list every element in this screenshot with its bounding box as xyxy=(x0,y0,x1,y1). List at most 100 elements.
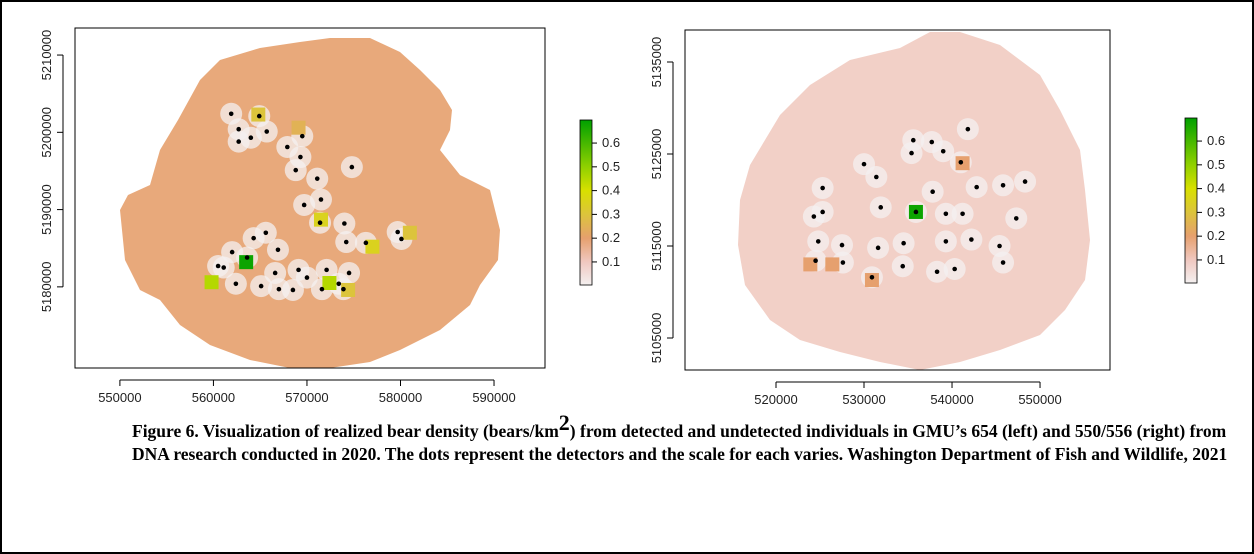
detector xyxy=(346,270,352,276)
detector xyxy=(395,229,400,235)
density-cell xyxy=(341,282,356,297)
detector xyxy=(221,265,227,270)
caption-superscript: 2 xyxy=(558,410,570,436)
caption-text: Figure 6. Visualization of realized bear… xyxy=(132,421,559,441)
plot-frame xyxy=(684,29,1111,371)
detector xyxy=(930,189,935,195)
detector xyxy=(958,159,964,165)
density-cell xyxy=(402,225,417,240)
detector xyxy=(875,245,881,251)
detector xyxy=(969,237,974,242)
detector xyxy=(276,286,282,292)
colorbar xyxy=(579,119,593,286)
colorbar-tick-label: 0.6 xyxy=(1207,133,1225,148)
detector xyxy=(251,235,256,241)
detector xyxy=(943,211,949,217)
density-cell xyxy=(313,212,328,227)
detector xyxy=(244,255,250,260)
study-area xyxy=(738,32,1090,370)
detector xyxy=(1013,216,1019,221)
density-cell xyxy=(291,120,306,135)
detector xyxy=(943,239,949,244)
detector xyxy=(1000,260,1006,265)
y-tick-label: 5115000 xyxy=(649,221,664,271)
detector xyxy=(317,220,323,226)
x-tick-label: 530000 xyxy=(842,392,885,407)
x-tick-label: 570000 xyxy=(285,390,328,405)
figure: 550000 560000 570000 580000 590000 5180000 519… xyxy=(39,27,1225,407)
colorbar-tick-label: 0.4 xyxy=(1207,181,1225,196)
detector xyxy=(997,243,1002,249)
colorbar-tick-label: 0.6 xyxy=(602,135,620,150)
detector xyxy=(820,209,825,215)
density-cell xyxy=(365,239,380,254)
detector xyxy=(236,139,241,144)
x-tick-label: 580000 xyxy=(379,390,422,405)
colorbar-tick-label: 0.5 xyxy=(1207,157,1225,172)
detector xyxy=(301,202,307,208)
detector xyxy=(869,274,875,280)
colorbar-tick-label: 0.5 xyxy=(602,159,620,174)
detector xyxy=(275,247,281,253)
detector xyxy=(336,281,342,287)
detector xyxy=(965,126,971,132)
x-tick-label: 560000 xyxy=(192,390,235,405)
density-cell xyxy=(825,257,840,272)
detector xyxy=(952,266,957,272)
density-cell xyxy=(322,276,337,290)
colorbar-tick-label: 0.2 xyxy=(602,230,620,245)
detector xyxy=(263,230,269,236)
colorbar-tick-label: 0.2 xyxy=(1207,228,1225,243)
detector xyxy=(233,281,239,287)
detector xyxy=(314,176,320,181)
detector xyxy=(974,184,979,190)
detector xyxy=(324,267,329,273)
detector xyxy=(318,197,324,202)
detector xyxy=(228,111,234,117)
y-tick-label: 5200000 xyxy=(39,107,54,158)
x-tick-label: 520000 xyxy=(754,392,797,407)
detector xyxy=(811,214,817,219)
y-tick-label: 5135000 xyxy=(649,37,664,88)
detector xyxy=(900,263,906,269)
x-tick-label: 540000 xyxy=(930,392,973,407)
x-tick-label: 550000 xyxy=(98,390,141,405)
detector xyxy=(934,269,940,275)
detector xyxy=(248,135,254,141)
detector xyxy=(304,275,310,280)
detector xyxy=(298,154,303,160)
y-tick-label: 5190000 xyxy=(39,184,54,235)
detector xyxy=(229,249,235,255)
detector xyxy=(215,263,221,269)
x-tick-label: 550000 xyxy=(1018,392,1061,407)
detector xyxy=(296,267,301,273)
detector xyxy=(940,148,946,154)
detector xyxy=(256,113,262,119)
detector xyxy=(1022,179,1028,184)
y-tick-label: 5210000 xyxy=(39,30,54,81)
colorbar-tick-label: 0.3 xyxy=(1207,204,1225,219)
density-cell xyxy=(204,275,219,290)
detector xyxy=(272,270,278,276)
colorbar xyxy=(1184,117,1198,284)
detector xyxy=(861,161,867,167)
detector xyxy=(929,139,935,145)
detector xyxy=(299,133,305,139)
detector xyxy=(813,258,818,264)
detector xyxy=(839,242,845,248)
detector xyxy=(820,185,825,191)
detector xyxy=(960,211,965,217)
detector xyxy=(913,209,919,215)
density-cell xyxy=(864,273,879,288)
detector xyxy=(342,221,347,226)
detector xyxy=(1000,182,1006,188)
colorbar-tick-label: 0.1 xyxy=(602,254,620,269)
detector xyxy=(264,129,270,134)
detector xyxy=(319,286,325,292)
detector xyxy=(910,137,916,143)
detector xyxy=(236,126,241,132)
detector xyxy=(874,174,879,180)
detector xyxy=(293,167,299,173)
detector xyxy=(285,144,290,150)
